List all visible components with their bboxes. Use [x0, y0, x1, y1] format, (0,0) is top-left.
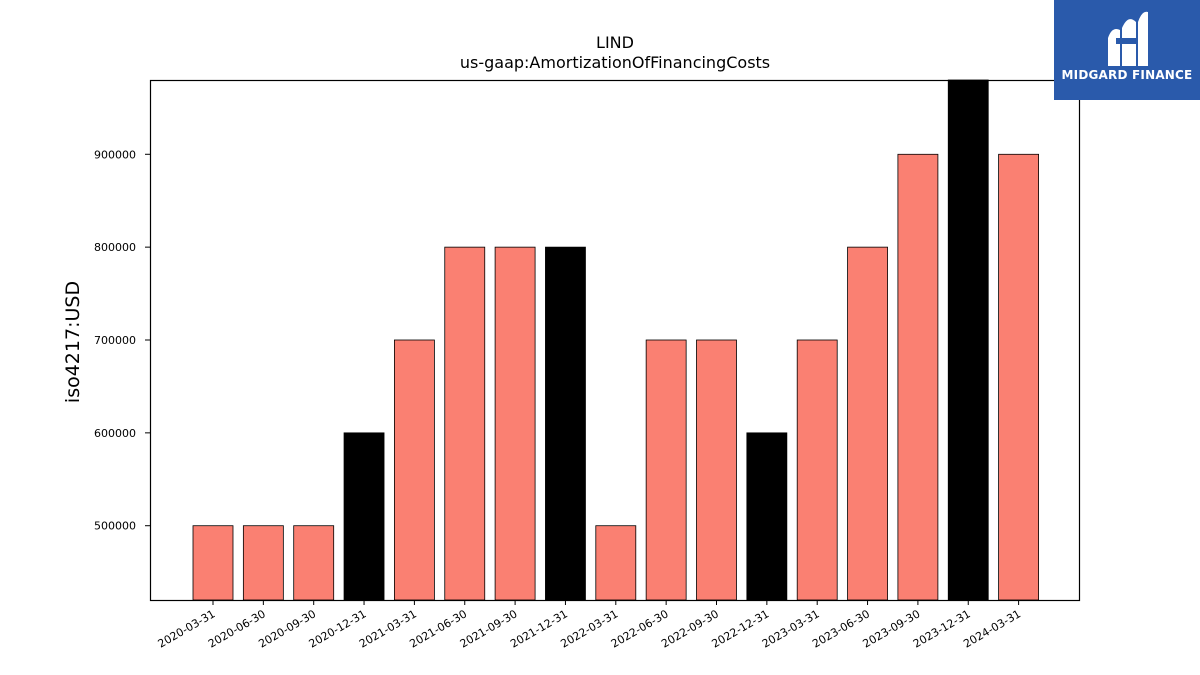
bar-2020-12-31: [343, 432, 385, 601]
bar-2024-03-31: [998, 153, 1039, 601]
y-tick-label: 800000: [94, 241, 136, 254]
bar-2021-06-30: [444, 246, 486, 601]
bar-2023-09-30: [897, 153, 939, 601]
y-tick-label: 600000: [94, 427, 136, 440]
bar-2022-09-30: [696, 339, 737, 601]
x-axis-ticks: 2020-03-312020-06-302020-09-302020-12-31…: [156, 600, 1023, 651]
bar-2023-12-31: [947, 79, 989, 601]
bar-2021-03-31: [393, 339, 435, 601]
y-tick-label: 900000: [94, 148, 136, 161]
bar-2021-12-31: [545, 246, 586, 601]
y-tick-label: 700000: [94, 334, 136, 347]
logo-text: MIDGARD FINANCE: [1061, 68, 1193, 82]
bar-2022-12-31: [746, 432, 788, 601]
chart-subtitle: us-gaap:AmortizationOfFinancingCosts: [460, 53, 770, 72]
y-axis-ticks: 500000 600000 700000 800000 900000: [94, 148, 150, 533]
midgard-finance-logo: MIDGARD FINANCE: [1054, 0, 1200, 100]
bar-2022-06-30: [645, 339, 687, 601]
bar-2020-03-31: [192, 525, 234, 601]
midgard-logo-icon: [1108, 11, 1148, 66]
bar-2023-06-30: [847, 246, 888, 601]
bar-2020-06-30: [242, 525, 284, 601]
y-tick-label: 500000: [94, 520, 136, 533]
bar-2020-09-30: [293, 525, 335, 601]
plot-frame: [149, 79, 1081, 602]
bar-2022-03-31: [595, 525, 637, 601]
bar-2023-03-31: [796, 339, 838, 601]
y-axis-label: iso4217:USD: [62, 281, 84, 403]
chart-title: LIND: [596, 33, 634, 52]
bars-group: [192, 79, 1039, 601]
bar-2021-09-30: [494, 246, 536, 601]
x-tick-label: 2024-03-31: [961, 607, 1023, 650]
